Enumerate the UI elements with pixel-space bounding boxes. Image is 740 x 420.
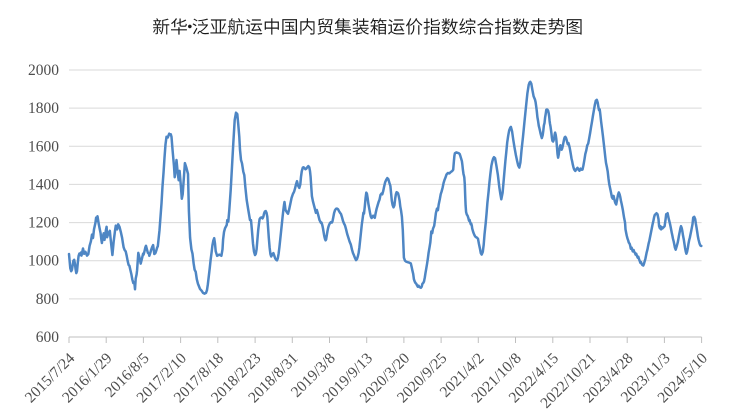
svg-text:2000: 2000: [28, 62, 59, 79]
svg-text:1400: 1400: [28, 176, 59, 193]
svg-text:1600: 1600: [28, 138, 59, 155]
svg-text:1200: 1200: [28, 215, 59, 232]
svg-text:1000: 1000: [28, 253, 59, 270]
svg-text:800: 800: [36, 291, 60, 308]
svg-text:600: 600: [36, 329, 60, 346]
svg-text:1800: 1800: [28, 100, 59, 117]
